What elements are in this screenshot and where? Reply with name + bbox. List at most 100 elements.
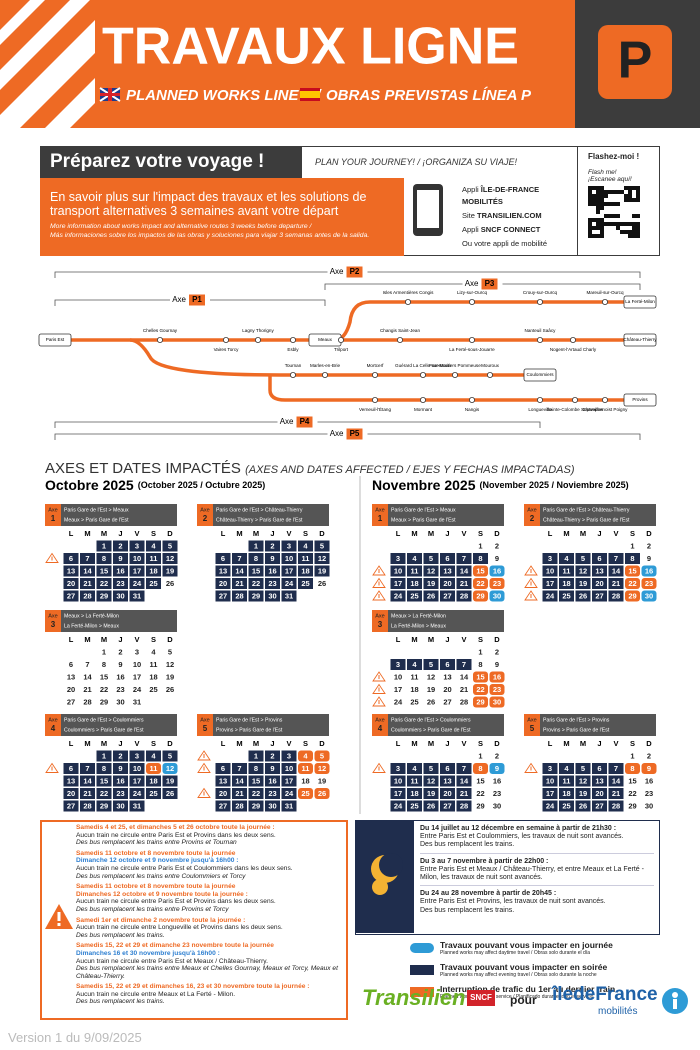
axe-number: 1	[378, 514, 383, 523]
qr-cell	[636, 226, 640, 230]
note-head: Samedis 4 et 25, et dimanches 5 et 26 oc…	[76, 824, 275, 831]
weekday: S	[630, 529, 635, 538]
day-cell	[281, 775, 297, 787]
station-label: Nanteuil Saâcy	[525, 328, 557, 333]
day-cell	[440, 775, 455, 787]
day: 16	[493, 776, 501, 785]
day: 31	[285, 591, 293, 600]
day: 11	[150, 660, 158, 669]
day: 17	[546, 789, 554, 798]
day-cell	[162, 565, 178, 577]
night-line: Des bus remplacent les trains.	[420, 841, 515, 849]
day: 29	[628, 801, 636, 810]
day: 11	[411, 566, 419, 575]
weekday: M	[563, 739, 569, 748]
qr-cell	[636, 194, 640, 198]
day-cell	[232, 763, 247, 774]
day: 9	[118, 764, 122, 773]
axe-label: Axe	[527, 507, 536, 513]
day: 13	[219, 776, 227, 785]
station	[537, 396, 544, 403]
month-title: Octobre 2025 (October 2025 / Octubre 2025…	[45, 477, 265, 493]
station	[254, 337, 261, 344]
qr-cell	[596, 218, 600, 222]
weekday: M	[428, 739, 434, 748]
day: 28	[235, 801, 243, 810]
note-line: Aucun train ne circule entre Paris Est e…	[76, 864, 293, 872]
day: 15	[628, 776, 636, 785]
axe-route: Meaux > Paris Gare de l'Est	[391, 517, 456, 523]
day: 9	[495, 660, 499, 669]
day-cell	[298, 565, 313, 577]
day: 7	[85, 764, 89, 773]
weekday: M	[236, 529, 242, 538]
day-cell	[298, 763, 313, 774]
day-cell	[265, 540, 280, 552]
axe-badge	[372, 610, 388, 632]
day-cell	[215, 553, 231, 564]
qr-cell	[632, 234, 636, 238]
note-bus: Des bus remplacent les trains entre Meau…	[76, 965, 338, 980]
day: 10	[133, 554, 141, 563]
day: 29	[252, 591, 260, 600]
weekday: M	[101, 739, 107, 748]
station	[468, 337, 475, 344]
day-cell	[113, 590, 128, 602]
day-cell	[281, 578, 297, 589]
warning	[372, 762, 386, 773]
day-cell	[215, 788, 231, 799]
legend-swatch	[410, 943, 434, 953]
night-head: Du 3 au 7 novembre à partir de 22h00 :	[420, 857, 549, 865]
day-cell	[162, 788, 178, 799]
day: 17	[133, 672, 141, 681]
axe-label: Axe	[375, 717, 384, 723]
day: 27	[219, 801, 227, 810]
day-cell	[314, 788, 330, 799]
day: 3	[287, 751, 291, 760]
day: 2	[270, 751, 274, 760]
axe-label: Axe	[375, 613, 384, 619]
day: 30	[268, 591, 276, 600]
day-cell	[113, 775, 128, 787]
day-cell	[96, 590, 112, 602]
day-cell	[456, 788, 472, 799]
day-cell	[542, 553, 558, 564]
day: 11	[563, 776, 571, 785]
prepare-body: En savoir plus sur l'impact des travaux …	[40, 178, 404, 256]
day-cell	[63, 553, 79, 564]
day: 4	[412, 764, 417, 773]
qr-cell	[588, 190, 592, 194]
legend-sub: Planned works may affect daytime travel …	[440, 950, 590, 956]
weekday: M	[428, 529, 434, 538]
axis-code-bg	[481, 278, 498, 290]
day: 4	[151, 647, 156, 656]
day-cell	[162, 763, 178, 774]
day: 22	[476, 685, 484, 694]
legend-sub: Planned works may affect evening travel …	[440, 972, 597, 978]
day-cell	[63, 763, 79, 774]
day: 12	[579, 776, 587, 785]
day: 10	[133, 660, 141, 669]
weekday: D	[167, 529, 173, 538]
station	[419, 396, 426, 403]
note-line: Aucun train ne circule entre Paris Est e…	[76, 957, 268, 965]
axe-label: Axe	[200, 717, 209, 723]
qr-cell	[588, 218, 592, 222]
day: 7	[85, 660, 89, 669]
day-cell	[608, 578, 624, 589]
day-cell	[80, 590, 95, 602]
day: 18	[410, 579, 418, 588]
day: 28	[460, 801, 468, 810]
app-prefix: Site	[462, 211, 475, 220]
day: 26	[427, 801, 435, 810]
day: 13	[443, 672, 451, 681]
day: 10	[546, 776, 554, 785]
axis-code: P4	[300, 417, 310, 426]
day: 31	[133, 591, 141, 600]
day: 23	[493, 789, 501, 798]
day: 2	[118, 751, 122, 760]
day: 10	[394, 566, 402, 575]
day-cell	[146, 540, 161, 552]
day: 19	[166, 672, 174, 681]
day: 23	[645, 789, 653, 798]
